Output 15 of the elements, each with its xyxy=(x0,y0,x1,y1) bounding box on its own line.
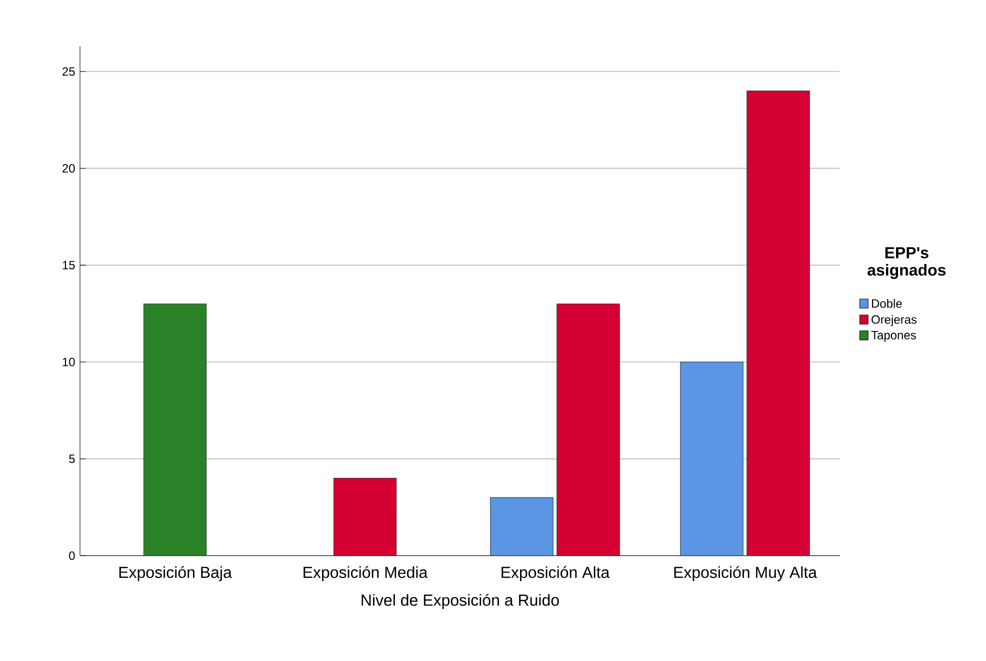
x-axis-title: Nivel de Exposición a Ruido xyxy=(362,594,559,609)
y-tick-label: 15 xyxy=(62,260,75,270)
legend-label: Tapones xyxy=(871,331,916,342)
legend-title: EPP's asignados xyxy=(868,247,946,279)
y-tick-label: 10 xyxy=(62,358,75,366)
y-tick-label: 5 xyxy=(69,454,75,464)
legend-label: Orejeras xyxy=(872,314,917,326)
x-tick-label: Exposición Muy Alta xyxy=(674,566,817,582)
y-tick-label: 20 xyxy=(62,164,75,173)
y-tick-label: 25 xyxy=(62,67,75,76)
x-tick-label: Exposición Baja xyxy=(119,566,232,582)
y-tick-label: 0 xyxy=(69,551,75,560)
legend-label: Doble xyxy=(872,298,902,308)
x-tick-label: Exposición Media xyxy=(304,566,428,582)
x-tick-label: Exposición Alta xyxy=(502,566,610,582)
